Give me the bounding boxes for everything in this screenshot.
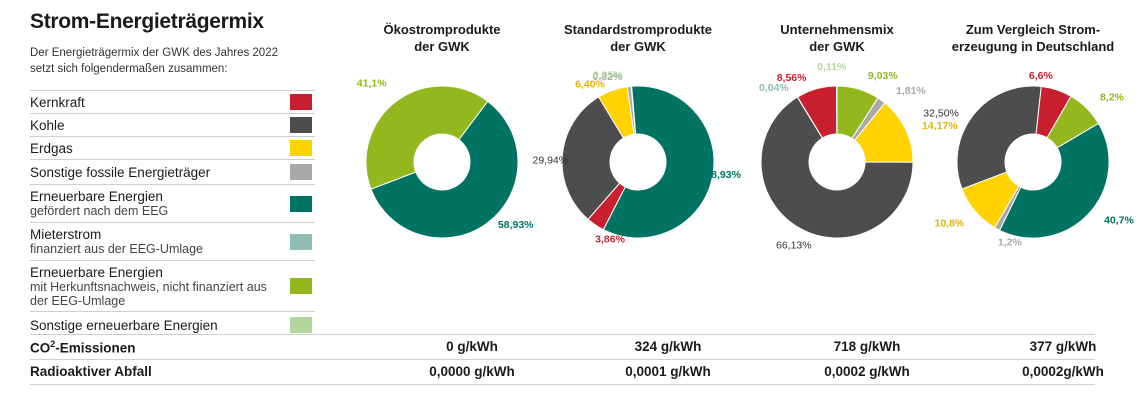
donut-slice (1035, 85, 1072, 139)
slice-label: 40,7% (1104, 214, 1134, 226)
donut-slice (998, 122, 1110, 239)
slice-label: 6,40% (575, 79, 605, 91)
slice-label: 3,86% (595, 233, 625, 245)
metrics-table: CO2-Emissionen 0 g/kWh 324 g/kWh 718 g/k… (30, 334, 1104, 385)
waste-value: 0,0001 g/kWh (625, 364, 711, 379)
slice-label: 8,56% (777, 72, 807, 84)
legend-label: Erneuerbare Energien (30, 264, 163, 280)
legend-item-sonstige-erneuerbare: Sonstige erneuerbare Energien (30, 312, 315, 338)
legend-swatch (290, 317, 312, 333)
waste-value: 0,0002 g/kWh (824, 364, 910, 379)
intro-text: Der Energieträgermix der GWK des Jahres … (30, 47, 278, 75)
legend-swatch (290, 164, 312, 180)
co2-row: CO2-Emissionen 0 g/kWh 324 g/kWh 718 g/k… (30, 335, 1096, 360)
donut-slice (956, 85, 1042, 190)
chart-title-unternehmensmix: Unternehmensmix der GWK (780, 22, 894, 54)
slice-label: 14,17% (922, 120, 958, 132)
co2-value: 0 g/kWh (446, 339, 498, 354)
donut-slice (370, 100, 519, 239)
donut-slice (365, 85, 489, 190)
legend: Kernkraft Kohle Erdgas Sonstige fossile … (30, 90, 315, 338)
donut-slice (630, 85, 637, 135)
donut-slice (561, 96, 625, 221)
page-title: Strom-Energieträgermix (30, 10, 264, 33)
donut-slice (835, 85, 838, 135)
slice-label: 0,82% (593, 71, 623, 83)
waste-row: Radioaktiver Abfall 0,0000 g/kWh 0,0001 … (30, 360, 1104, 385)
slice-label: 58,93% (705, 169, 741, 181)
co2-label: CO2-Emissionen (30, 339, 136, 356)
slice-label: 29,94% (533, 154, 569, 166)
legend-swatch (290, 94, 312, 110)
legend-label: Kernkraft (30, 94, 85, 110)
chart-title-standardstrom: Standardstromprodukte der GWK (563, 22, 713, 54)
legend-swatch (290, 117, 312, 133)
legend-swatch (290, 278, 312, 294)
legend-sublabel: finanziert aus der EEG-Umlage (30, 242, 203, 256)
chart-title-oekostrom: Ökostromprodukte der GWK (383, 22, 501, 54)
slice-label: 1,81% (896, 85, 926, 97)
waste-value: 0,0002g/kWh (1022, 364, 1104, 379)
legend-label: Kohle (30, 117, 65, 133)
legend-swatch (290, 195, 312, 212)
waste-value: 0,0000 g/kWh (429, 364, 515, 379)
legend-item-erdgas: Erdgas (30, 137, 315, 160)
donut-slice (760, 96, 914, 239)
legend-item-herkunftsnachweis: Erneuerbare Energien mit Herkunftsnachwe… (30, 261, 315, 312)
legend-item-mieterstrom: Mieterstrom finanziert aus der EEG-Umlag… (30, 223, 315, 261)
legend-label: Erneuerbare Energien (30, 189, 163, 204)
co2-value: 718 g/kWh (833, 339, 901, 354)
legend-item-sonstige-fossile: Sonstige fossile Energieträger (30, 160, 315, 185)
legend-label: Sonstige erneuerbare Energien (30, 317, 218, 333)
legend-label: Sonstige fossile Energieträger (30, 164, 211, 180)
legend-sublabel: gefördert nach dem EEG (30, 204, 169, 218)
legend-item-kernkraft: Kernkraft (30, 91, 315, 114)
slice-label: 1,2% (998, 237, 1023, 249)
legend-label: Mieterstrom (30, 227, 102, 242)
legend-swatch (290, 140, 312, 156)
slice-label: 32,50% (923, 108, 959, 120)
donut-slice (602, 85, 715, 239)
slice-label: 58,93% (498, 219, 534, 231)
slice-label: 0,05% (593, 69, 623, 81)
slice-label: 10,8% (935, 217, 965, 229)
slice-label: 0,04% (759, 82, 789, 94)
slice-label: 66,13% (776, 240, 812, 252)
slice-label: 6,6% (1029, 70, 1054, 82)
legend-swatch (290, 233, 312, 250)
slice-label: 9,03% (868, 70, 898, 82)
legend-sublabel: mit Herkunftsnachweis, nicht finanziert … (30, 279, 267, 308)
slice-label: 41,1% (357, 78, 387, 90)
legend-item-eeg: Erneuerbare Energien gefördert nach dem … (30, 185, 315, 223)
legend-label: Erdgas (30, 140, 73, 156)
legend-item-kohle: Kohle (30, 114, 315, 137)
co2-value: 324 g/kWh (634, 339, 702, 354)
chart-title-deutschland: Zum Vergleich Strom- erzeugung in Deutsc… (951, 22, 1115, 54)
slice-label: 8,2% (1100, 92, 1125, 104)
slice-label: 0,11% (817, 61, 847, 73)
co2-value: 377 g/kWh (1029, 339, 1097, 354)
donut-charts: 58,93%41,1%58,93%3,86%29,94%6,40%0,82%0,… (357, 61, 1135, 252)
waste-label: Radioaktiver Abfall (30, 364, 152, 379)
